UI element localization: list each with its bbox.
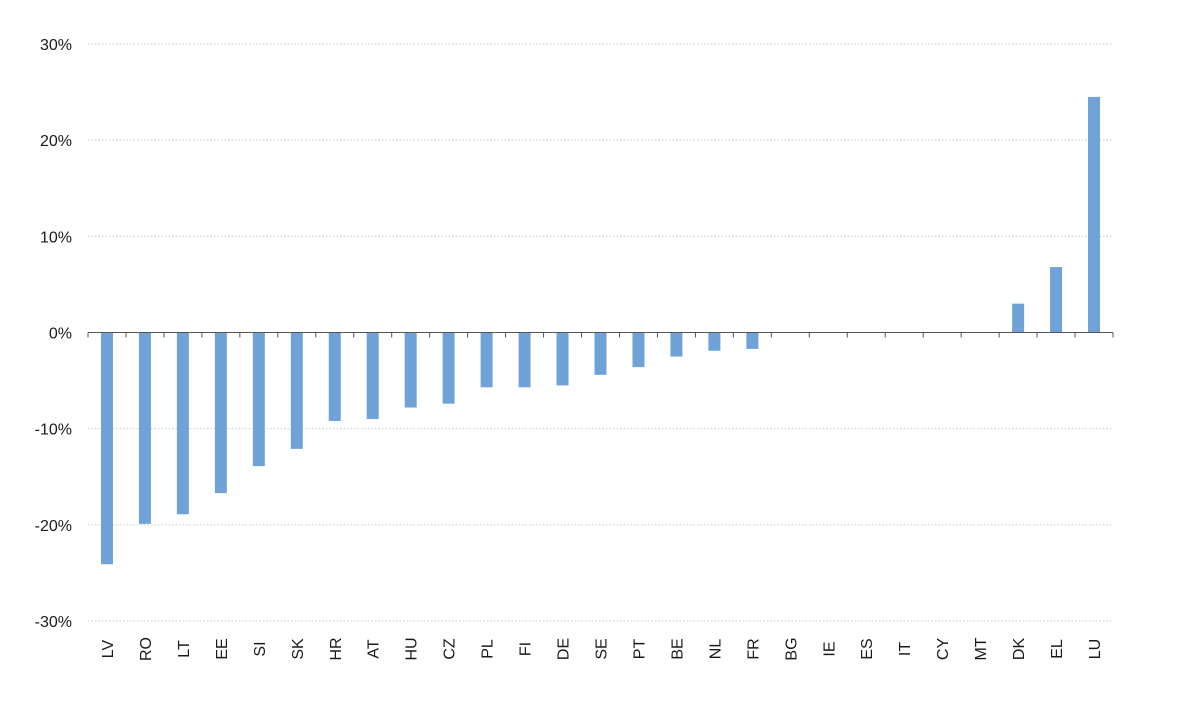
bar-lu bbox=[1088, 96, 1101, 333]
bar-lt bbox=[176, 332, 189, 515]
x-tick-label: DK bbox=[1011, 638, 1028, 661]
bar-hr bbox=[328, 332, 341, 421]
x-tick-label: PT bbox=[631, 639, 648, 660]
x-tick-label: IE bbox=[821, 641, 838, 656]
x-tick-label: HR bbox=[328, 637, 345, 660]
x-axis-labels: LV RO LT EE SI SK HR AT HU CZ PL FI DE SE PT BE NL FR BG IE… bbox=[100, 637, 1104, 661]
x-tick-label: HU bbox=[404, 637, 421, 660]
x-tick-label: MT bbox=[973, 637, 990, 660]
bar-dk bbox=[1012, 303, 1025, 333]
bar-se bbox=[594, 332, 607, 375]
x-tick-label: IT bbox=[897, 642, 914, 656]
x-tick-label: EE bbox=[214, 638, 231, 659]
x-tick-label: DE bbox=[556, 638, 573, 660]
bar-cz bbox=[442, 332, 455, 404]
x-tick-label: LV bbox=[100, 639, 117, 658]
bar-lv bbox=[100, 332, 113, 565]
x-tick-label: BE bbox=[669, 638, 686, 659]
zero-axis bbox=[87, 332, 1114, 338]
x-tick-label: LU bbox=[1087, 639, 1104, 659]
x-tick-label: CZ bbox=[442, 638, 459, 660]
x-tick-label: CY bbox=[935, 638, 952, 661]
bars bbox=[100, 96, 1101, 565]
bar-ee bbox=[214, 332, 227, 494]
bar-fr bbox=[746, 332, 759, 349]
y-tick-label: 30% bbox=[40, 37, 72, 54]
x-tick-label: FI bbox=[518, 642, 535, 656]
y-tick-label: 20% bbox=[40, 133, 72, 150]
y-tick-label: -10% bbox=[35, 422, 72, 439]
bar-at bbox=[366, 332, 379, 420]
bar-hu bbox=[404, 332, 417, 408]
y-tick-label: -20% bbox=[35, 518, 72, 535]
bar-pl bbox=[480, 332, 493, 388]
x-tick-label: FR bbox=[745, 638, 762, 659]
x-tick-label: PL bbox=[480, 639, 497, 659]
bar-fi bbox=[518, 332, 531, 388]
bar-sk bbox=[290, 332, 303, 449]
y-axis: 30% 20% 10% 0% -10% -20% -30% bbox=[35, 37, 72, 631]
x-tick-label: EL bbox=[1049, 639, 1066, 659]
x-tick-label: SI bbox=[252, 641, 269, 656]
gridlines bbox=[88, 43, 1113, 622]
bar-be bbox=[670, 332, 683, 357]
x-tick-label: AT bbox=[366, 639, 383, 658]
x-tick-label: ES bbox=[859, 638, 876, 659]
x-tick-label: SK bbox=[290, 638, 307, 660]
x-tick-label: RO bbox=[138, 637, 155, 661]
bar-de bbox=[556, 332, 569, 386]
x-tick-label: NL bbox=[707, 639, 724, 660]
bar-el bbox=[1050, 267, 1063, 333]
bar-nl bbox=[708, 332, 721, 351]
y-tick-label: 0% bbox=[49, 326, 72, 343]
y-tick-label: -30% bbox=[35, 614, 72, 631]
bar-pt bbox=[632, 332, 645, 368]
x-tick-label: BG bbox=[783, 637, 800, 660]
y-tick-label: 10% bbox=[40, 229, 72, 246]
x-tick-label: LT bbox=[176, 640, 193, 658]
x-tick-label: SE bbox=[594, 638, 611, 659]
bar-ro bbox=[138, 332, 151, 524]
bar-si bbox=[252, 332, 265, 467]
